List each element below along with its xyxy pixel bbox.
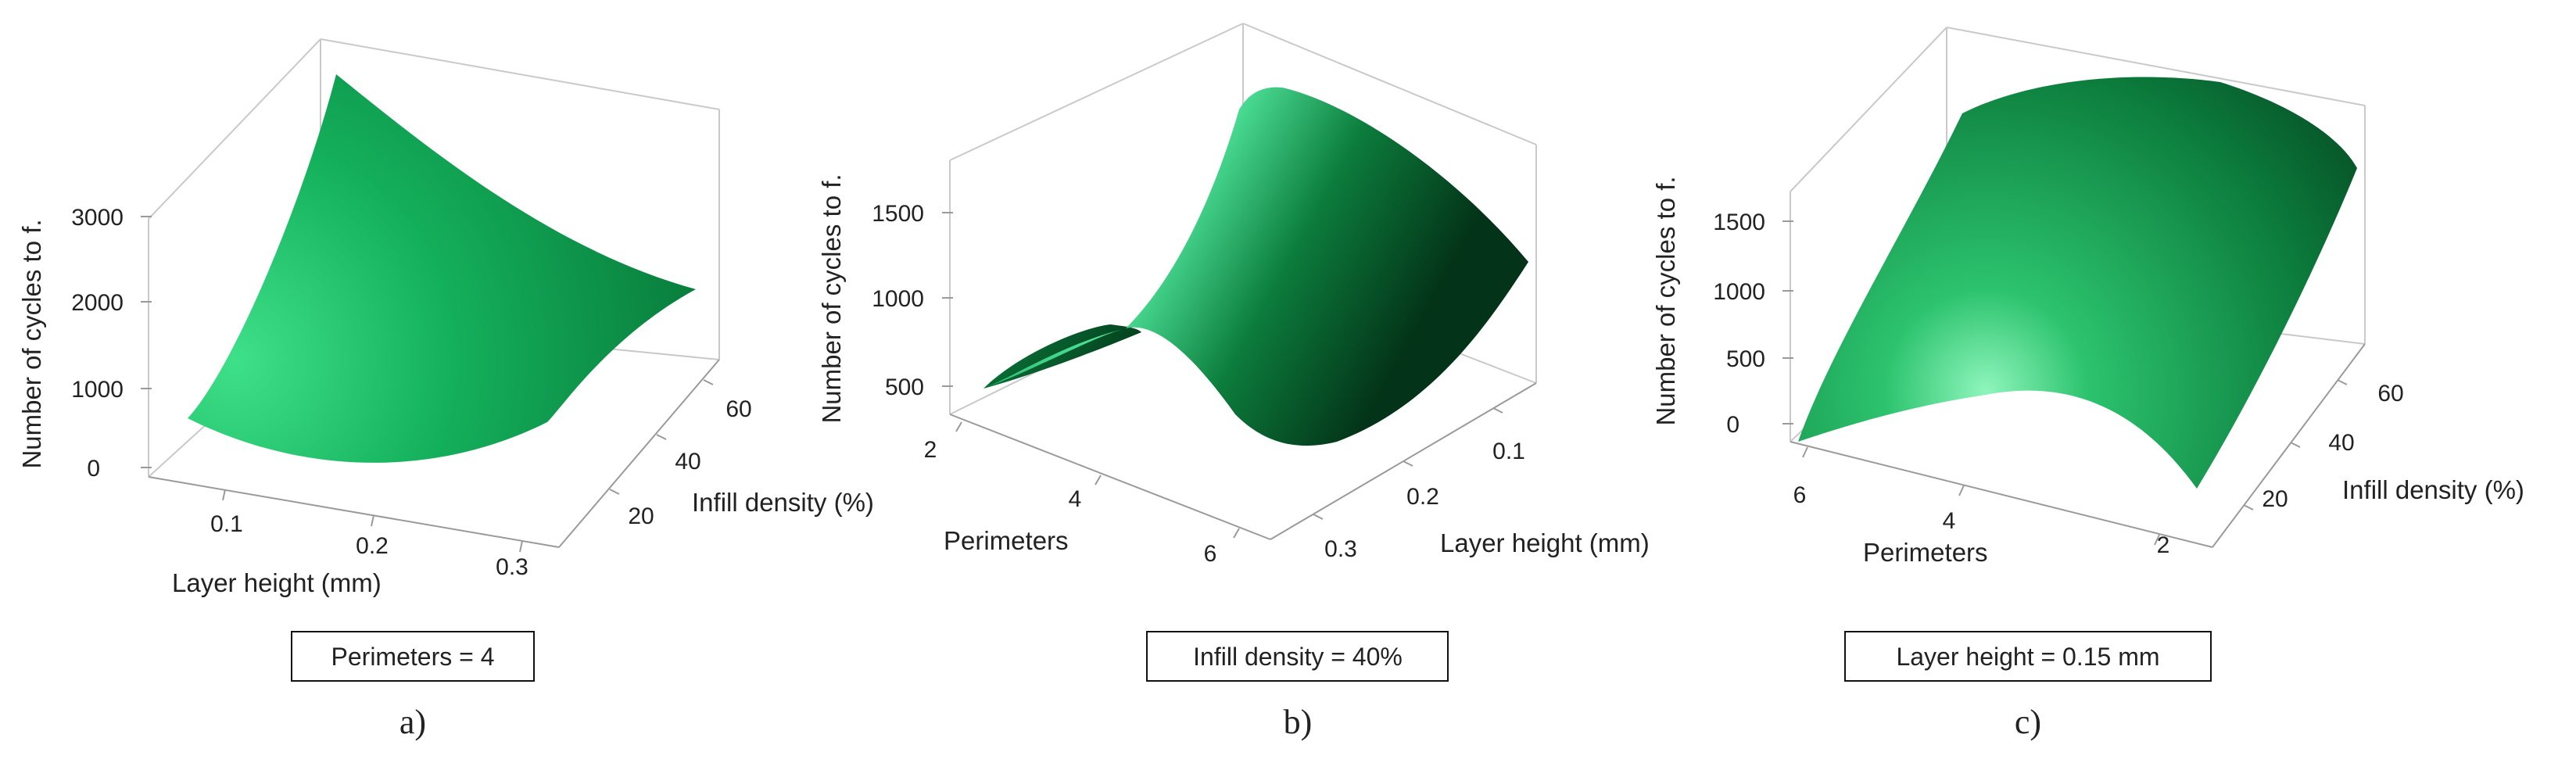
panel-c-axes bbox=[1790, 343, 2366, 548]
panel-a-z-label: Number of cycles to f. bbox=[17, 219, 46, 468]
panel-a-x-tick-0: 0.1 bbox=[210, 511, 243, 537]
panel-b-z-tick-0: 500 bbox=[885, 374, 924, 400]
panel-a-condition: Perimeters = 4 bbox=[331, 643, 495, 671]
panel-a-z-tick-3: 3000 bbox=[71, 205, 124, 231]
panel-b-letter: b) bbox=[1284, 703, 1313, 741]
panel-a-x-label: Layer height (mm) bbox=[172, 568, 382, 597]
panel-c-z-tick-1: 500 bbox=[1726, 346, 1765, 372]
panel-c-z-label: Number of cycles to f. bbox=[1651, 176, 1680, 425]
panel-b-x-tick-0: 2 bbox=[924, 437, 937, 463]
panel-b-y-tick-0: 0.3 bbox=[1324, 536, 1357, 562]
panel-a-z-tick-1: 1000 bbox=[71, 377, 124, 403]
panel-c-condition: Layer height = 0.15 mm bbox=[1896, 643, 2159, 671]
panel-c: 0 500 1000 1500 Number of cycles to f. 6… bbox=[1651, 27, 2524, 741]
panel-c-z-tick-0: 0 bbox=[1726, 412, 1739, 438]
panel-c-z-tick-3: 1500 bbox=[1713, 210, 1765, 235]
panel-b-surface bbox=[983, 87, 1528, 446]
panel-b-z-tick-2: 1500 bbox=[872, 201, 924, 227]
panel-c-condition-box bbox=[1844, 631, 2212, 682]
panel-c-y-tick-0: 20 bbox=[2262, 486, 2288, 512]
panel-a-letter: a) bbox=[399, 703, 426, 741]
panel-c-x-tick-1: 4 bbox=[1943, 508, 1956, 534]
panel-c-y-tick-2: 60 bbox=[2377, 381, 2403, 407]
panel-b-x-label: Perimeters bbox=[944, 526, 1069, 555]
panel-b-x-tick-1: 4 bbox=[1069, 486, 1082, 512]
panel-c-x-tick-0: 6 bbox=[1793, 482, 1807, 508]
panel-c-z-tick-2: 1000 bbox=[1713, 279, 1765, 305]
panel-c-x-tick-2: 2 bbox=[2157, 532, 2170, 558]
panel-a-z-tick-2: 2000 bbox=[71, 290, 124, 316]
panel-b-surface-fold bbox=[983, 324, 1141, 389]
panel-b-z-tick-1: 1000 bbox=[872, 286, 924, 312]
panel-b-y-label: Layer height (mm) bbox=[1440, 528, 1650, 557]
panel-a-condition-box bbox=[291, 631, 535, 682]
panel-b-z-label: Number of cycles to f. bbox=[817, 174, 846, 423]
panel-a-x-tick-2: 0.3 bbox=[496, 554, 528, 580]
panel-b-y-tick-1: 0.2 bbox=[1406, 484, 1439, 510]
panel-b: 500 1000 1500 Number of cycles to f. 2 4… bbox=[817, 23, 1650, 741]
panel-a-axes bbox=[148, 359, 720, 548]
panel-a-x-tick-1: 0.2 bbox=[356, 533, 389, 559]
panel-a-y-tick-0: 20 bbox=[628, 503, 654, 529]
panel-c-surface bbox=[1798, 77, 2357, 489]
panel-c-letter: c) bbox=[2015, 703, 2041, 741]
panel-a-y-tick-2: 60 bbox=[726, 396, 751, 422]
panel-b-x-tick-2: 6 bbox=[1204, 541, 1217, 567]
panel-a: 0 1000 2000 3000 Number of cycles to f. … bbox=[17, 38, 874, 741]
panel-a-y-tick-1: 40 bbox=[675, 449, 700, 475]
panel-a-y-label: Infill density (%) bbox=[692, 488, 874, 517]
panel-a-z-ticks bbox=[141, 216, 152, 468]
panel-c-y-tick-1: 40 bbox=[2328, 430, 2354, 456]
panel-a-surface bbox=[188, 74, 696, 463]
panel-b-y-tick-2: 0.1 bbox=[1492, 439, 1525, 464]
panel-a-z-tick-0: 0 bbox=[87, 456, 100, 482]
panel-b-condition: Infill density = 40% bbox=[1193, 643, 1403, 671]
panel-c-x-label: Perimeters bbox=[1863, 538, 1988, 567]
panel-c-y-label: Infill density (%) bbox=[2342, 475, 2524, 504]
panel-b-condition-box bbox=[1146, 631, 1449, 682]
